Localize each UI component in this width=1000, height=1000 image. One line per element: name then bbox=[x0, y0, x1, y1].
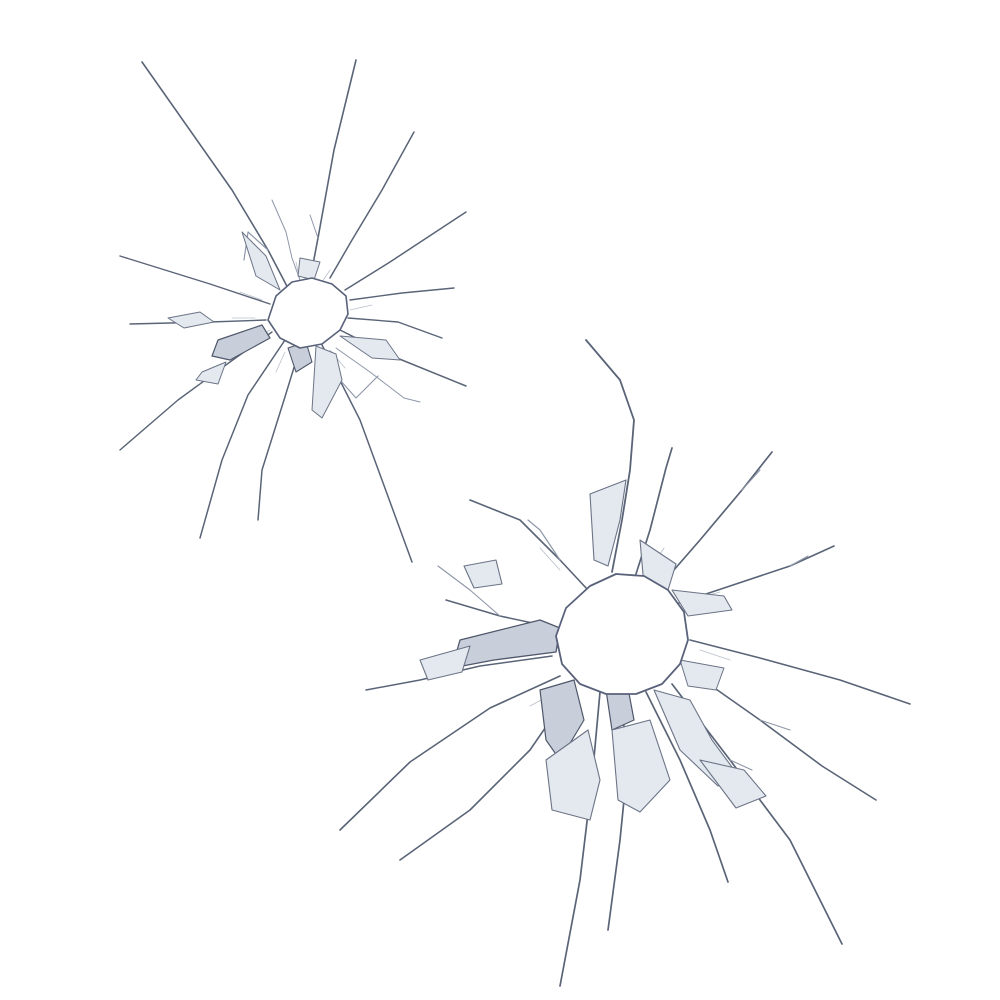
glass-shards-small bbox=[167, 231, 401, 419]
bullet-hole-large bbox=[339, 339, 911, 987]
glass-shards-large bbox=[419, 479, 767, 821]
impact-hole-large bbox=[555, 573, 689, 695]
bullet-hole-small bbox=[119, 59, 467, 563]
impact-hole-small bbox=[267, 277, 349, 349]
